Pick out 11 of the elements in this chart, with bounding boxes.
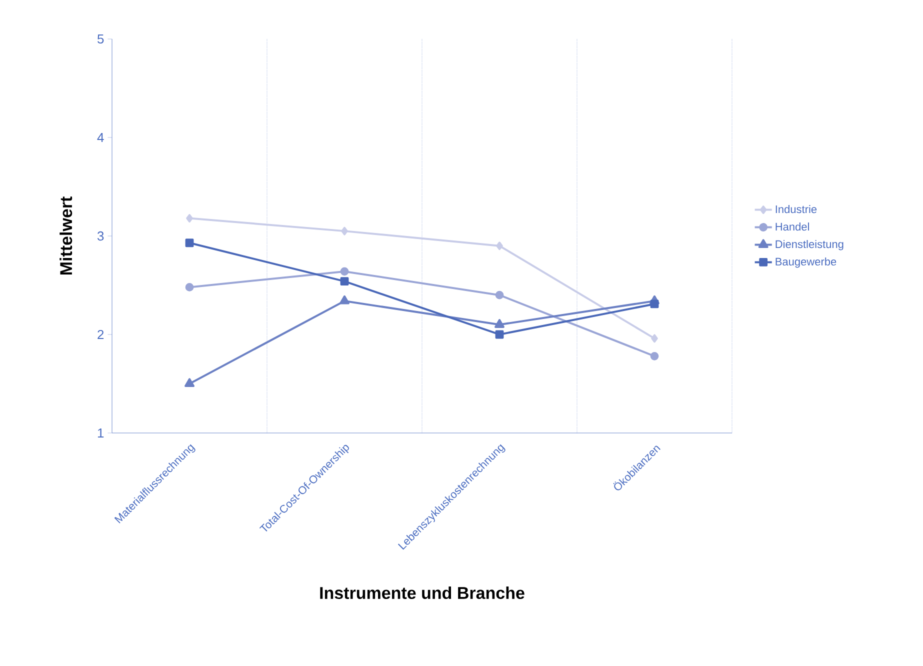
- y-axis-title: Mittelwert: [60, 196, 72, 275]
- y-tick-label: 5: [97, 34, 104, 44]
- legend-label: Baugewerbe: [776, 257, 836, 268]
- legend-label: Handel: [776, 222, 809, 231]
- legend-label: Industrie: [776, 205, 817, 214]
- y-tick-label: 2: [98, 330, 104, 340]
- y-tick-label: 4: [97, 133, 104, 142]
- legend-label: Dienstleistung: [776, 240, 844, 250]
- y-tick-label: 3: [97, 231, 104, 241]
- y-tick-label: 1: [98, 428, 104, 438]
- x-axis-title: Instrumente und Branche: [320, 586, 524, 600]
